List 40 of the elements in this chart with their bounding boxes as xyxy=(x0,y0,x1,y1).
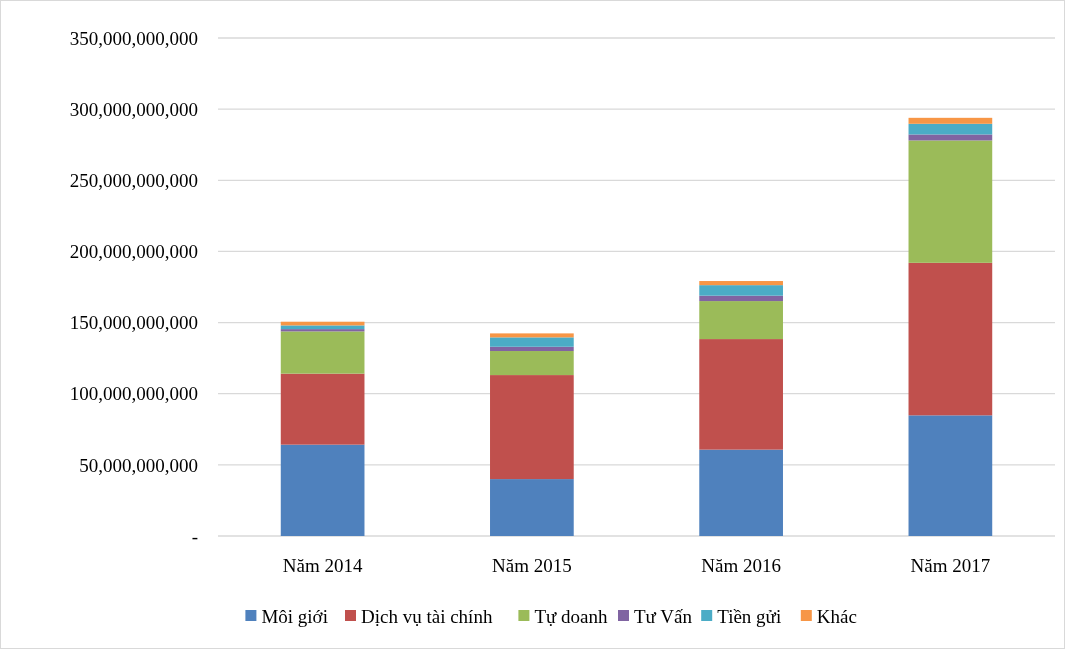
bar xyxy=(908,117,993,124)
y-tick-label: 50,000,000,000 xyxy=(79,454,198,476)
bar xyxy=(699,301,783,340)
y-tick-label: - xyxy=(191,525,198,547)
bar xyxy=(699,339,783,450)
bar xyxy=(699,285,783,296)
x-tick-label: Năm 2015 xyxy=(492,555,572,576)
bar xyxy=(280,331,365,374)
y-tick-label: 300,000,000,000 xyxy=(69,98,198,120)
x-tick-label: Năm 2014 xyxy=(282,555,363,576)
bar xyxy=(908,262,993,416)
bar xyxy=(280,373,365,445)
bar xyxy=(490,337,574,347)
x-tick-label: Năm 2017 xyxy=(910,555,991,576)
legend-label: Tư Vấn xyxy=(634,605,693,627)
bar xyxy=(699,281,783,286)
y-tick-label: 250,000,000,000 xyxy=(69,169,198,191)
bar xyxy=(908,140,993,263)
legend-label: Tiền gửi xyxy=(717,605,782,627)
legend-label: Tự doanh xyxy=(534,605,608,627)
bar xyxy=(280,325,365,330)
bar xyxy=(490,351,574,376)
legend-label: Khác xyxy=(816,605,857,627)
legend-label: Môi giới xyxy=(261,605,328,627)
x-tick-label: Năm 2016 xyxy=(701,555,781,576)
bar xyxy=(490,375,574,480)
bar xyxy=(699,449,783,536)
bar xyxy=(908,134,993,141)
bar xyxy=(908,415,993,536)
bar xyxy=(490,346,574,352)
legend-label: Dịch vụ tài chính xyxy=(361,605,493,627)
y-tick-label: 100,000,000,000 xyxy=(69,383,198,405)
bar xyxy=(908,123,993,135)
y-tick-label: 350,000,000,000 xyxy=(69,27,198,49)
y-tick-label: 200,000,000,000 xyxy=(69,241,198,263)
bar xyxy=(699,295,783,302)
bar xyxy=(280,444,365,536)
bar xyxy=(490,333,574,338)
y-tick-label: 150,000,000,000 xyxy=(69,312,198,334)
bar xyxy=(490,479,574,536)
